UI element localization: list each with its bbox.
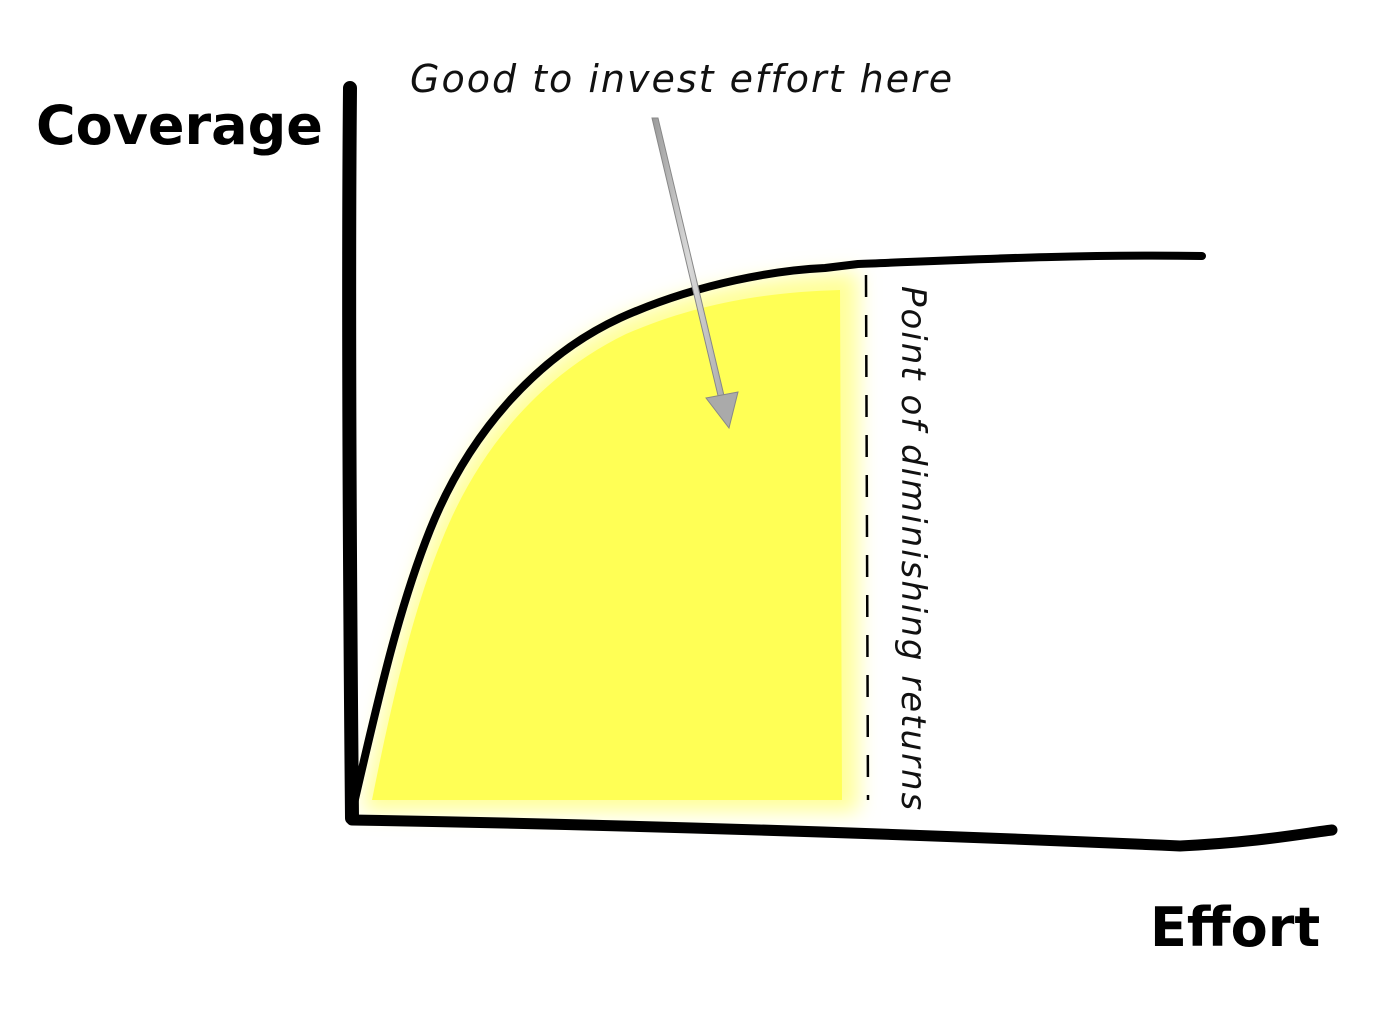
- x-axis: [346, 814, 1338, 852]
- x-axis-title: Effort: [1150, 896, 1320, 959]
- y-axis-title: Coverage: [36, 94, 323, 157]
- invest-label: Good to invest effort here: [410, 57, 954, 101]
- invest-region-fill: [372, 290, 842, 800]
- y-axis: [342, 81, 359, 825]
- diminishing-returns-label: Point of diminishing returns: [893, 286, 933, 812]
- pointer-arrow: [651, 117, 739, 430]
- coverage-curve: [348, 251, 1206, 816]
- invest-region: [362, 272, 858, 812]
- diminishing-returns-line: [864, 274, 870, 801]
